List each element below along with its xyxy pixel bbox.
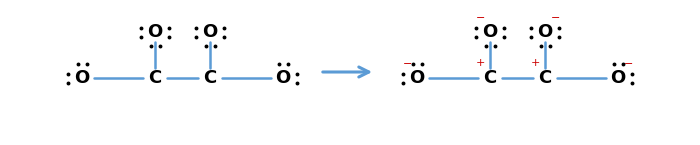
Text: C: C (538, 69, 552, 87)
Text: O: O (202, 23, 218, 41)
Text: C: C (484, 69, 496, 87)
Text: C: C (148, 69, 162, 87)
Text: $-$: $-$ (550, 11, 560, 21)
Text: O: O (482, 23, 498, 41)
Text: O: O (275, 69, 290, 87)
Text: C: C (204, 69, 216, 87)
Text: O: O (410, 69, 425, 87)
Text: $-$: $-$ (402, 57, 412, 67)
Text: $-$: $-$ (475, 11, 485, 21)
Text: O: O (148, 23, 162, 41)
Text: O: O (74, 69, 90, 87)
Text: O: O (538, 23, 552, 41)
Text: $+$: $+$ (475, 57, 485, 68)
Text: $-$: $-$ (623, 57, 633, 67)
Text: $+$: $+$ (530, 57, 540, 68)
Text: O: O (610, 69, 626, 87)
